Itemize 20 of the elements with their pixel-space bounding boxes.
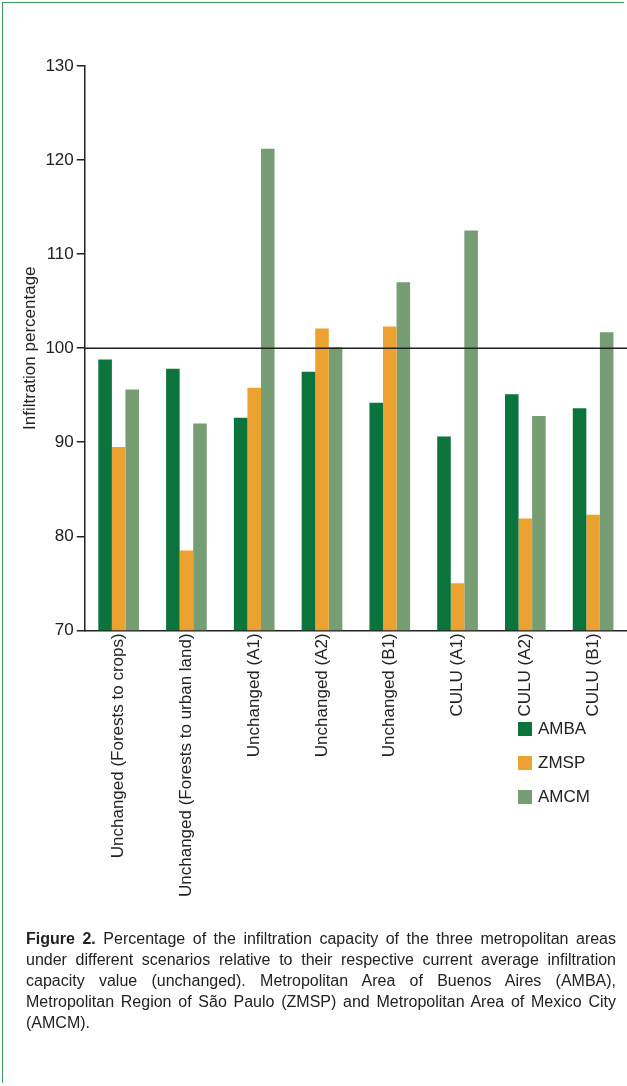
legend-label: AMBA <box>538 719 587 739</box>
y-tick-label: 110 <box>46 243 74 263</box>
caption: Figure 2. Percentage of the infiltration capacity of the three metropolitan areas under different scenarios relative to their respective current average infiltration capacity value (unchanged). Metropolitan Area of Buenos Aires (AMBA), Metropolitan Region of São Paulo (ZMSP) and Metropolitan Area of Mexico City (AMCM). <box>26 929 617 1033</box>
y-tick-label: 70 <box>54 620 74 640</box>
y-tick-label: 100 <box>45 337 74 357</box>
y-tick-label: 80 <box>54 525 74 545</box>
y-tick-label: 130 <box>45 55 74 75</box>
x-tick-label: Unchanged (A1) <box>243 633 263 758</box>
x-tick-label: Unchanged (A2) <box>311 633 331 758</box>
y-tick-label: 90 <box>54 431 74 451</box>
x-tick-label: CULU (A1) <box>447 633 467 717</box>
x-tick-label: Unchanged (Forests to urban land) <box>176 633 196 898</box>
y-axis-title: Infiltration percentage <box>19 266 39 430</box>
x-tick-label: Unchanged (B1) <box>379 633 399 758</box>
x-tick-label: Unchanged (Forests to crops) <box>108 633 128 859</box>
y-tick-label: 120 <box>45 149 74 169</box>
x-tick-label: CULU (B1) <box>582 633 602 717</box>
legend-label: ZMSP <box>538 753 586 773</box>
legend-label: AMCM <box>538 787 590 807</box>
x-tick-label: CULU (A2) <box>515 633 535 717</box>
